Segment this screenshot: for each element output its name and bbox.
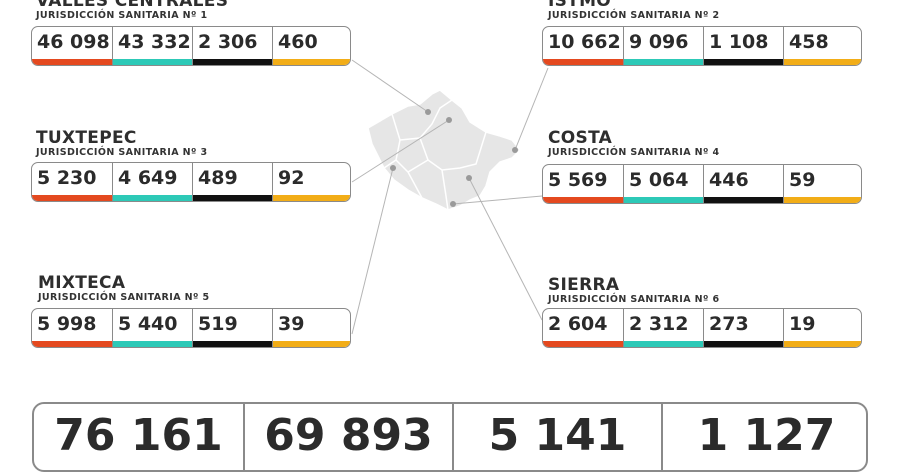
leader-sierra xyxy=(468,177,543,321)
totals-box: 76 161 69 893 5 141 1 127 xyxy=(32,402,868,472)
region-subtitle: JURISDICCIÓN SANITARIA Nº 2 xyxy=(548,10,720,21)
leader-lines xyxy=(351,59,549,335)
stat-cell-1: 2 604 xyxy=(543,309,623,347)
region-name: ISTMO xyxy=(548,0,612,11)
leader-valles xyxy=(351,59,429,113)
stats-box-sierra: 2 604 2 312 273 19 xyxy=(542,308,862,348)
stat-cell-4: 19 xyxy=(783,309,861,347)
stat-cell-3: 2 306 xyxy=(192,27,272,65)
region-sierra: SIERRA JURISDICCIÓN SANITARIA Nº 6 xyxy=(548,275,720,306)
region-tuxtepec: TUXTEPEC JURISDICCIÓN SANITARIA Nº 3 xyxy=(36,128,208,159)
region-istmo: ISTMO JURISDICCIÓN SANITARIA Nº 2 xyxy=(548,0,719,21)
leader-costa xyxy=(452,195,543,205)
stat-cell-2: 9 096 xyxy=(623,27,703,65)
stat-cell-1: 5 998 xyxy=(32,309,112,347)
region-name: COSTA xyxy=(548,128,613,148)
oaxaca-map xyxy=(351,59,549,335)
stat-cell-3: 446 xyxy=(703,165,783,203)
stat-cell-1: 5 230 xyxy=(32,163,112,201)
region-name: SIERRA xyxy=(548,275,620,295)
stat-cell-2: 2 312 xyxy=(623,309,703,347)
stat-cell-3: 489 xyxy=(192,163,272,201)
stat-cell-2: 4 649 xyxy=(112,163,192,201)
stat-cell-2: 43 332 xyxy=(112,27,192,65)
region-subtitle: JURISDICCIÓN SANITARIA Nº 5 xyxy=(38,292,210,303)
total-cell-2: 69 893 xyxy=(243,404,452,470)
stat-cell-3: 519 xyxy=(192,309,272,347)
region-costa: COSTA JURISDICCIÓN SANITARIA Nº 4 xyxy=(548,128,720,159)
stat-cell-1: 10 662 xyxy=(543,27,623,65)
stats-box-mixteca: 5 998 5 440 519 39 xyxy=(31,308,351,348)
stat-cell-2: 5 064 xyxy=(623,165,703,203)
map-dots xyxy=(390,109,518,207)
stat-cell-4: 458 xyxy=(783,27,861,65)
region-name: TUXTEPEC xyxy=(36,128,137,148)
stat-cell-4: 39 xyxy=(272,309,350,347)
region-subtitle: JURISDICCIÓN SANITARIA Nº 3 xyxy=(36,147,208,158)
stat-cell-4: 460 xyxy=(272,27,350,65)
total-cell-4: 1 127 xyxy=(661,404,866,470)
stat-cell-4: 92 xyxy=(272,163,350,201)
region-valles-centrales: VALLES CENTRALES JURISDICCIÓN SANITARIA … xyxy=(36,0,228,21)
stat-cell-1: 5 569 xyxy=(543,165,623,203)
region-mixteca: MIXTECA JURISDICCIÓN SANITARIA Nº 5 xyxy=(38,273,210,304)
stat-cell-4: 59 xyxy=(783,165,861,203)
region-subtitle: JURISDICCIÓN SANITARIA Nº 1 xyxy=(36,10,208,21)
leader-tuxtepec xyxy=(351,119,450,183)
stat-cell-2: 5 440 xyxy=(112,309,192,347)
leader-istmo xyxy=(514,67,549,151)
stats-box-costa: 5 569 5 064 446 59 xyxy=(542,164,862,204)
region-subtitle: JURISDICCIÓN SANITARIA Nº 4 xyxy=(548,147,720,158)
region-name: MIXTECA xyxy=(38,273,126,293)
total-cell-3: 5 141 xyxy=(452,404,661,470)
stats-box-valles-centrales: 46 098 43 332 2 306 460 xyxy=(31,26,351,66)
stat-cell-1: 46 098 xyxy=(32,27,112,65)
stats-box-istmo: 10 662 9 096 1 108 458 xyxy=(542,26,862,66)
region-subtitle: JURISDICCIÓN SANITARIA Nº 6 xyxy=(548,294,720,305)
map-shape xyxy=(367,89,522,211)
total-cell-1: 76 161 xyxy=(54,410,223,461)
region-name: VALLES CENTRALES xyxy=(36,0,229,11)
leader-mixteca xyxy=(351,167,394,335)
stats-box-tuxtepec: 5 230 4 649 489 92 xyxy=(31,162,351,202)
stat-cell-3: 273 xyxy=(703,309,783,347)
stat-cell-3: 1 108 xyxy=(703,27,783,65)
